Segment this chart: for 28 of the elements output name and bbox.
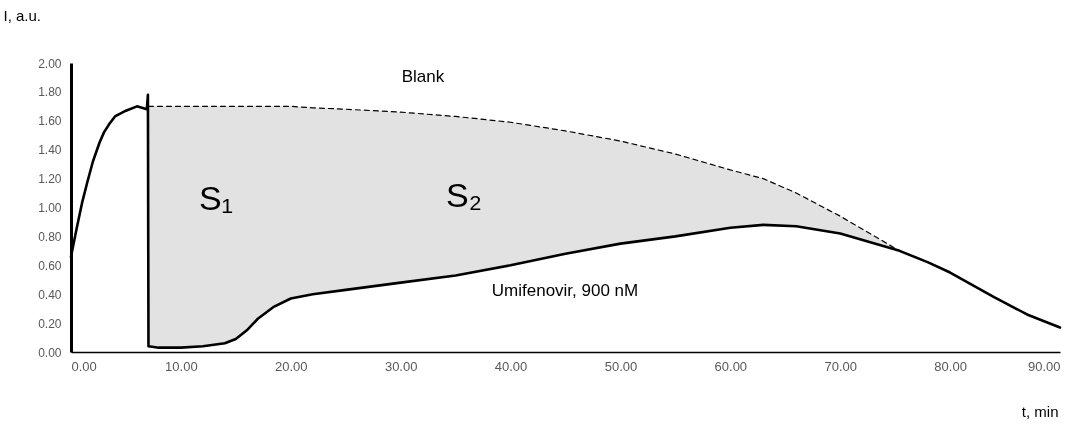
annotation: Umifenovir, 900 nM bbox=[491, 281, 639, 300]
x-tick-label: 80.00 bbox=[934, 358, 967, 374]
y-tick-label: 2.00 bbox=[38, 56, 62, 71]
y-tick-label: 0.20 bbox=[38, 316, 62, 331]
x-axis-title: t, min bbox=[1021, 402, 1059, 420]
y-tick-label: 1.40 bbox=[38, 143, 62, 158]
y-axis-title: I, a.u. bbox=[3, 6, 42, 24]
x-tick-label: 60.00 bbox=[714, 358, 748, 374]
x-tick-label: 90.00 bbox=[1027, 358, 1061, 374]
x-tick-label: 20.00 bbox=[275, 358, 308, 374]
y-tick-label: 0.60 bbox=[38, 258, 62, 273]
x-tick-label: 40.00 bbox=[494, 358, 528, 374]
y-tick-label: 0.80 bbox=[38, 229, 62, 244]
y-tick-label: 1.60 bbox=[38, 114, 62, 129]
annotation: S₂ bbox=[446, 176, 482, 214]
y-tick-label: 1.20 bbox=[38, 172, 62, 187]
y-tick-label: 1.80 bbox=[38, 85, 62, 100]
x-tick-label: 30.00 bbox=[384, 358, 418, 374]
x-tick-label: 50.00 bbox=[604, 358, 638, 374]
x-tick-label: 70.00 bbox=[824, 358, 857, 374]
annotation: Blank bbox=[401, 67, 445, 86]
y-tick-label: 1.00 bbox=[38, 201, 62, 215]
annotation: S₁ bbox=[198, 179, 234, 217]
x-tick-label: 10.00 bbox=[165, 358, 198, 374]
y-tick-label: 0.40 bbox=[38, 287, 62, 302]
y-tick-label: 0.00 bbox=[38, 345, 62, 360]
line-series bbox=[147, 105, 901, 252]
x-tick-label: 0.00 bbox=[71, 358, 97, 374]
